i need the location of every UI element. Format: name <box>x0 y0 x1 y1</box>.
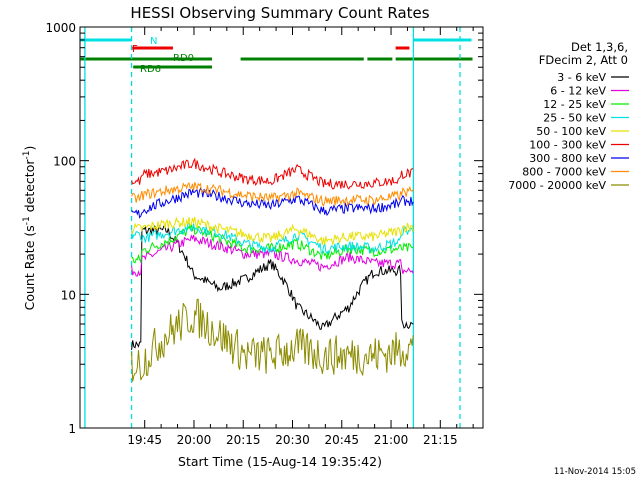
flag-label: N <box>150 36 157 47</box>
legend-label: 25 - 50 keV <box>543 112 606 125</box>
y-axis-label-end: ) <box>22 146 37 151</box>
chart-title: HESSI Observing Summary Count Rates <box>130 4 429 22</box>
series-line <box>131 182 414 207</box>
x-tick-label: 21:15 <box>423 433 458 447</box>
footer-date: 11-Nov-2014 15:05 <box>554 467 636 477</box>
plot-frame <box>79 26 484 429</box>
series-line <box>131 216 414 245</box>
legend-label: 6 - 12 keV <box>550 85 606 98</box>
flag-label: RD6 <box>140 64 161 75</box>
flag-label: RD0 <box>173 53 194 64</box>
y-tick-label: 10 <box>61 288 76 302</box>
y-axis-label-sup-2: -1 <box>22 151 32 160</box>
y-tick-label: 1000 <box>45 21 76 35</box>
legend-label: 7000 - 20000 keV <box>508 179 606 192</box>
y-axis-label-main: Count Rate (s <box>22 225 37 310</box>
series-line <box>131 223 414 265</box>
legend-label: 100 - 300 keV <box>529 139 606 152</box>
series-line <box>131 187 414 219</box>
x-tick-label: 20:30 <box>275 433 310 447</box>
x-tick-label: 19:45 <box>127 433 162 447</box>
legend-label: 800 - 7000 keV <box>522 166 606 179</box>
x-tick-label: 20:15 <box>226 433 261 447</box>
legend-label: 300 - 800 keV <box>529 152 606 165</box>
legend-label: 50 - 100 keV <box>536 125 606 138</box>
count-rate-series <box>131 157 414 382</box>
y-axis-label-mid: detector <box>22 159 37 217</box>
x-tick-label: 21:00 <box>374 433 409 447</box>
y-tick-label: 100 <box>53 155 76 169</box>
y-tick-label: 1 <box>68 422 76 436</box>
legend-label: 3 - 6 keV <box>557 71 606 84</box>
y-axis-label-sup-1: -1 <box>22 216 32 225</box>
x-axis-label: Start Time (15-Aug-14 19:35:42) <box>178 454 382 469</box>
x-tick-label: 20:45 <box>324 433 359 447</box>
legend-label: 12 - 25 keV <box>543 98 606 111</box>
series-line <box>131 157 414 190</box>
legend-header: FDecim 2, Att 0 <box>539 53 628 67</box>
legend-header: Det 1,3,6, <box>571 40 628 54</box>
flag-label: F <box>132 44 138 55</box>
axes: 19:45 20:00 20:15 20:30 20:45 21:00 21:15 1 10 10… <box>45 21 483 447</box>
series-line <box>131 222 414 255</box>
x-tick-label: 20:00 <box>177 433 212 447</box>
y-axis-label: Count Rate (s-1 detector-1) <box>22 146 37 311</box>
series-line <box>131 298 414 382</box>
